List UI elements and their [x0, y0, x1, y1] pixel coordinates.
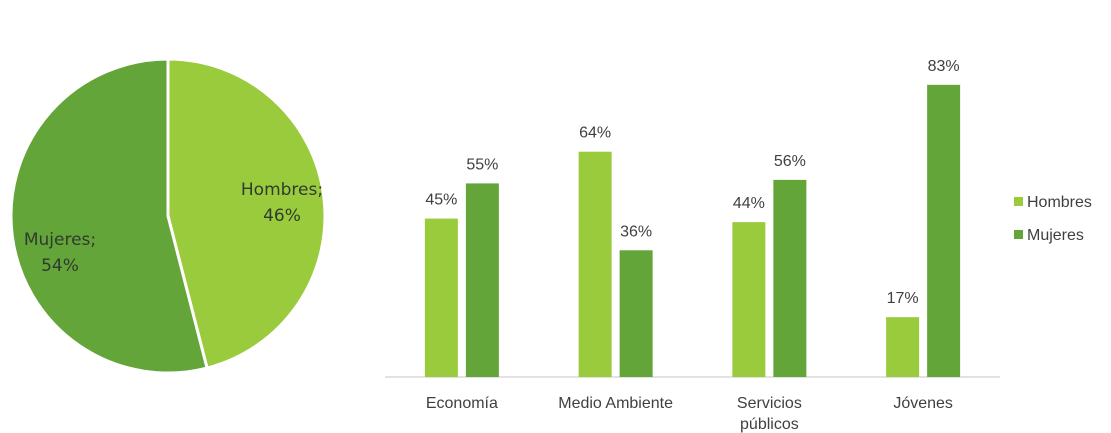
pie-label-hombres: 46% [263, 206, 301, 226]
data-label-hombres-2: 44% [733, 195, 765, 212]
legend-swatch-hombres [1014, 197, 1023, 206]
legend-swatch-mujeres [1014, 230, 1023, 239]
data-label-hombres-1: 64% [579, 125, 611, 142]
data-label-hombres-0: 45% [425, 192, 457, 209]
data-label-hombres-3: 17% [887, 290, 919, 307]
x-tick-label-0: Economía [426, 395, 498, 412]
pie-label-mujeres: Mujeres; [24, 230, 96, 250]
bar-mujeres-0 [465, 183, 499, 377]
data-label-mujeres-0: 55% [466, 156, 498, 173]
legend-label-mujeres: Mujeres [1027, 227, 1084, 244]
bar-mujeres-2 [773, 179, 807, 377]
x-tick-label-3: Jóvenes [893, 395, 953, 412]
data-label-mujeres-3: 83% [928, 58, 960, 75]
pie-label-mujeres: 54% [41, 256, 79, 276]
data-label-mujeres-2: 56% [774, 153, 806, 170]
bar-hombres-0 [424, 218, 458, 377]
bar-hombres-2 [732, 222, 766, 377]
pie-label-hombres: Hombres; [241, 180, 323, 200]
pie-slice-hombres [166, 57, 327, 370]
bar-mujeres-1 [619, 250, 653, 377]
x-tick-label-2: públicos [740, 416, 799, 433]
x-tick-label-1: Medio Ambiente [558, 395, 673, 412]
x-tick-label-2: Servicios [737, 395, 802, 412]
bar-hombres-3 [886, 317, 920, 377]
data-label-mujeres-1: 36% [620, 223, 652, 240]
bar-mujeres-3 [927, 84, 961, 377]
bar-hombres-1 [578, 151, 612, 377]
pie-slice-mujeres [9, 57, 209, 375]
legend-label-hombres: Hombres [1027, 194, 1092, 211]
